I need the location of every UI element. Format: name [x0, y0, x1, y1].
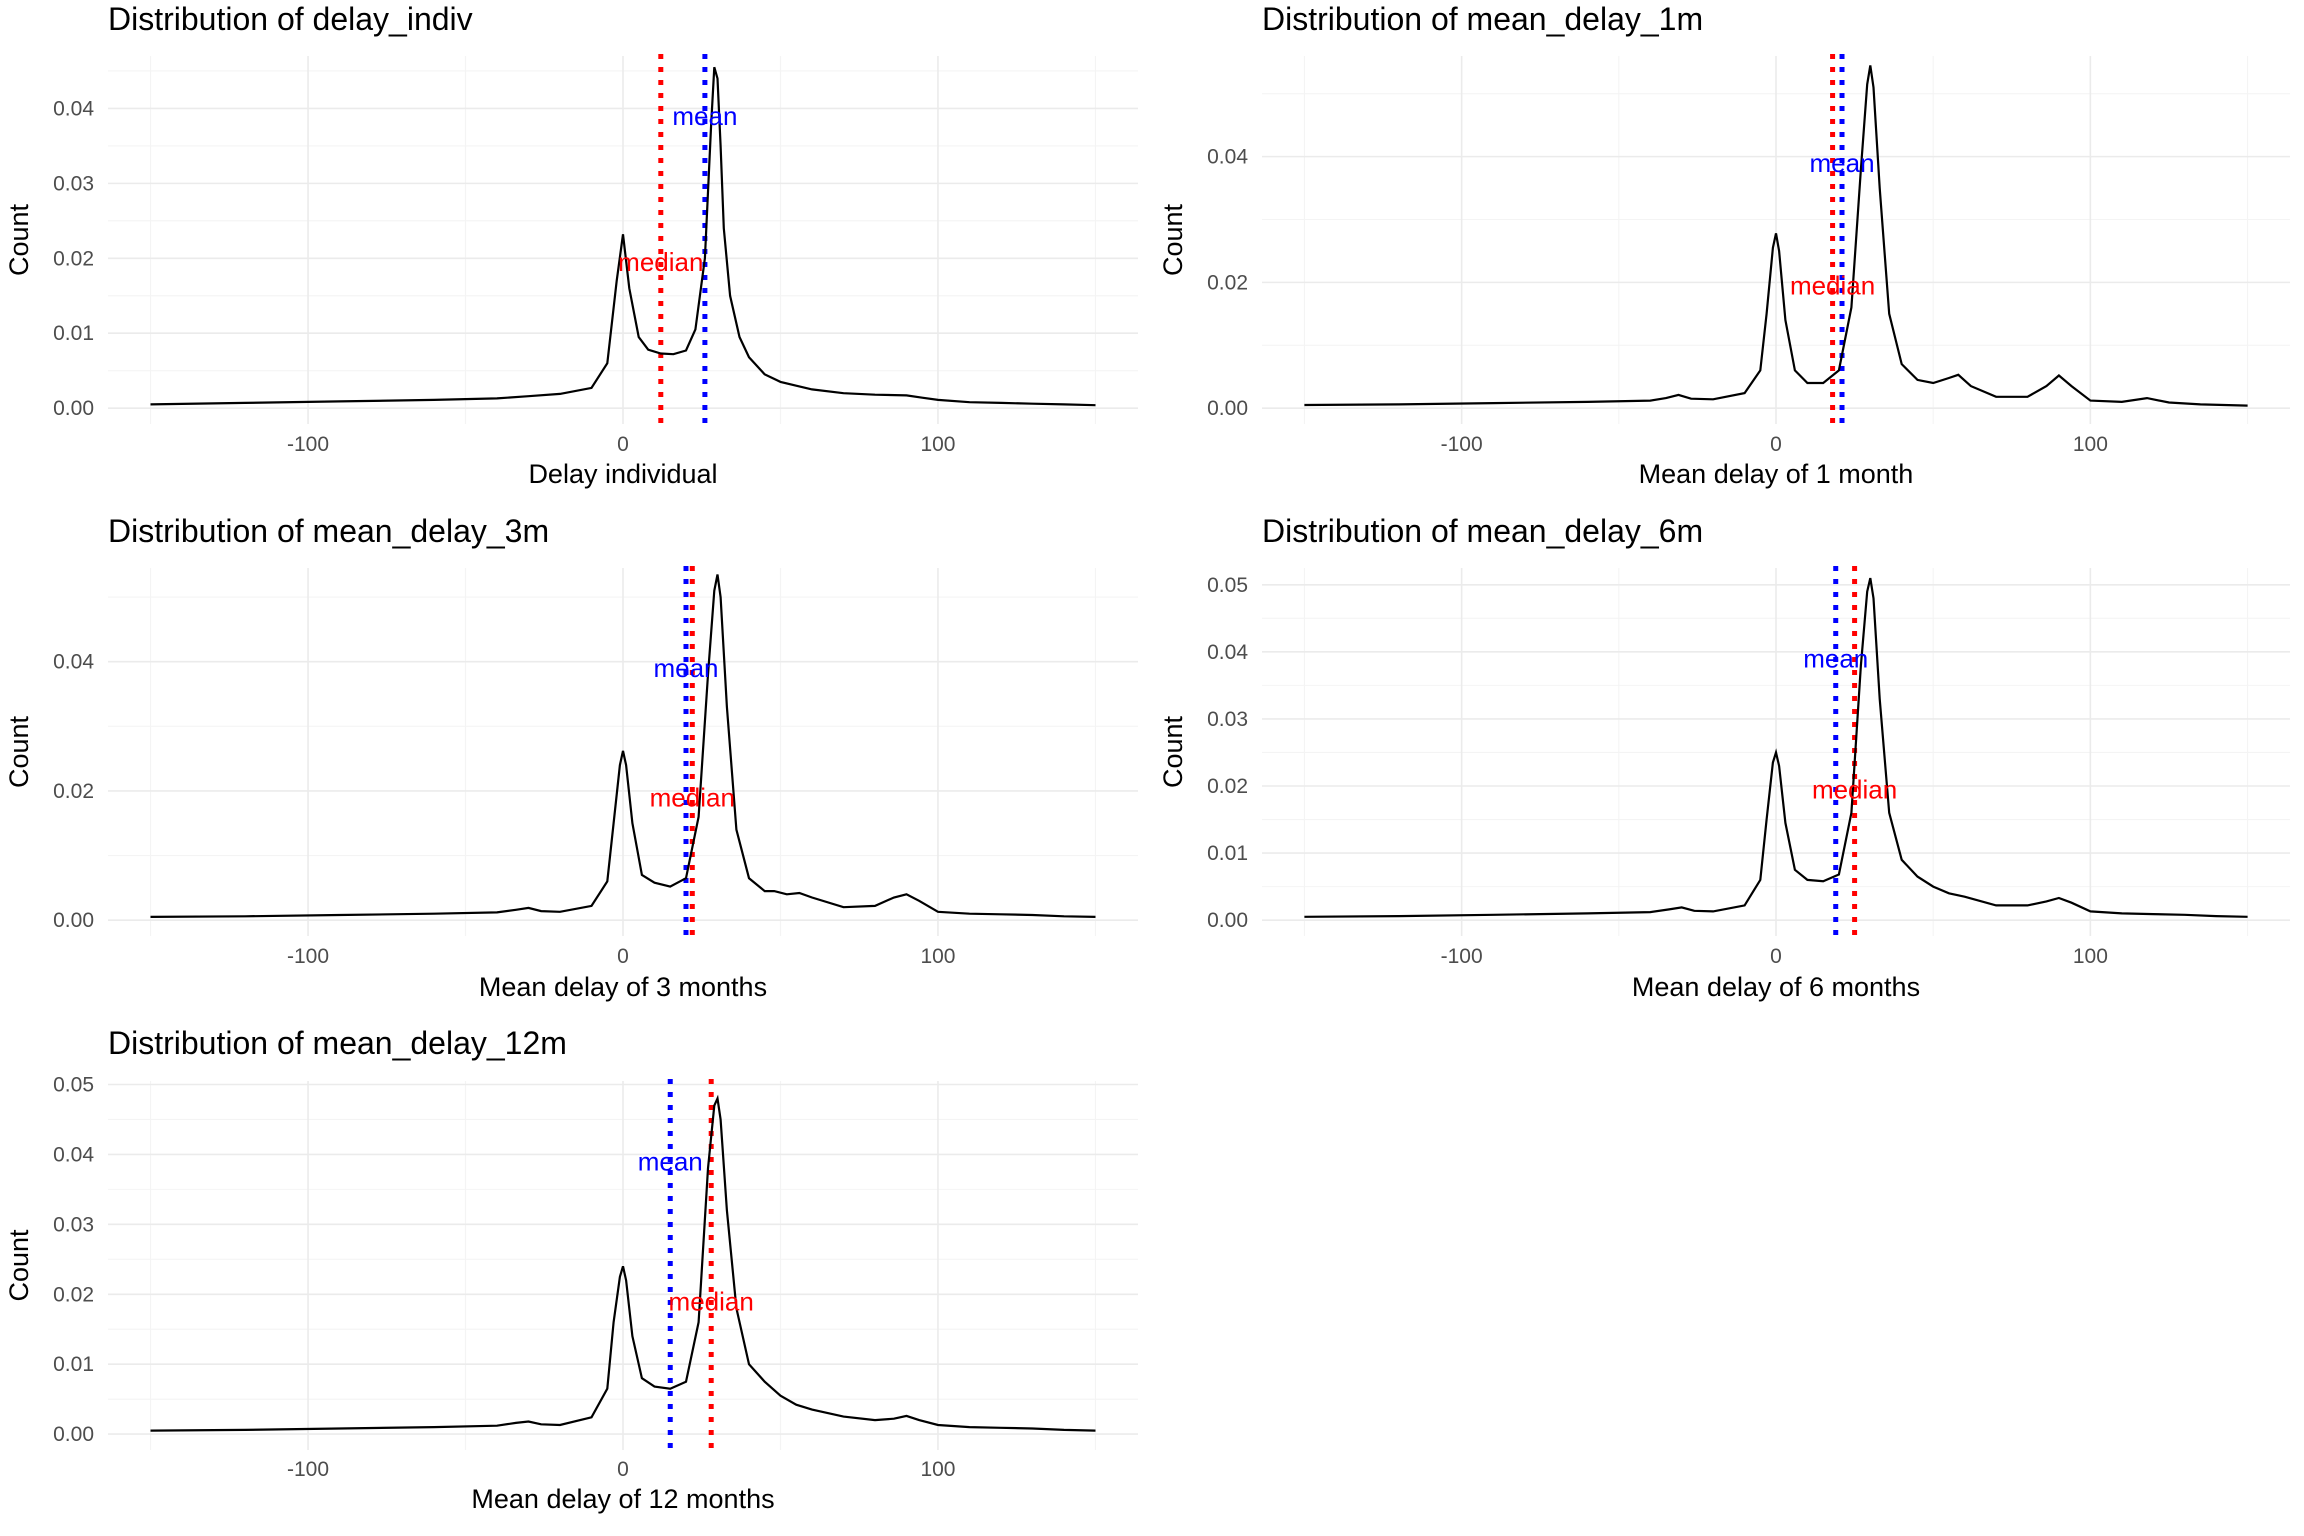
reference-label-median: median [618, 247, 703, 277]
y-tick-label: 0.04 [53, 1143, 94, 1166]
y-tick-label: 0.00 [53, 909, 94, 932]
y-tick-label: 0.03 [53, 1213, 94, 1236]
y-tick-label: 0.04 [1207, 146, 1248, 169]
x-tick-label: 0 [1770, 945, 1782, 968]
x-axis-title: Mean delay of 6 months [1632, 972, 1920, 1002]
y-axis-title: Count [4, 1229, 34, 1302]
y-tick-label: 0.04 [1207, 641, 1248, 664]
y-tick-label: 0.02 [1207, 775, 1248, 798]
density-curve [150, 1094, 1096, 1432]
y-axis-title: Count [1158, 203, 1188, 276]
x-tick-label: -100 [287, 945, 329, 968]
y-tick-label: 0.01 [53, 322, 94, 345]
y-tick-label: 0.01 [1207, 842, 1248, 865]
x-tick-label: 0 [617, 1458, 629, 1481]
y-tick-label: 0.00 [1207, 909, 1248, 932]
y-axis-title: Count [4, 203, 34, 276]
reference-label-median: median [1812, 774, 1897, 804]
panel-4: median mean Distribution of mean_delay_6m -… [1158, 513, 2290, 1002]
y-tick-label: 0.05 [53, 1073, 94, 1096]
density-curve [150, 66, 1096, 407]
y-tick-label: 0.04 [53, 651, 94, 674]
x-tick-label: 100 [920, 433, 955, 456]
y-tick-label: 0.03 [1207, 708, 1248, 731]
density-curve [1304, 577, 2248, 918]
x-tick-label: 100 [2073, 945, 2108, 968]
panel-1: median mean Distribution of delay_indiv -10… [4, 1, 1138, 489]
panel-5: median mean Distribution of mean_delay_12m… [4, 1025, 1138, 1514]
reference-label-median: median [650, 782, 735, 812]
y-tick-label: 0.00 [53, 1423, 94, 1446]
x-tick-label: -100 [1441, 945, 1483, 968]
density-curve [1304, 65, 2248, 407]
y-tick-label: 0.01 [53, 1353, 94, 1376]
y-tick-label: 0.00 [1207, 397, 1248, 420]
y-tick-label: 0.03 [53, 172, 94, 195]
y-tick-label: 0.02 [53, 1283, 94, 1306]
panel-title: Distribution of mean_delay_3m [108, 513, 549, 549]
x-tick-label: -100 [1441, 433, 1483, 456]
x-tick-label: 100 [920, 945, 955, 968]
panel-title: Distribution of delay_indiv [108, 1, 473, 37]
x-axis-title: Mean delay of 1 month [1639, 459, 1914, 489]
panel-title: Distribution of mean_delay_1m [1262, 1, 1703, 37]
y-axis-title: Count [4, 715, 34, 788]
panel-3: median mean Distribution of mean_delay_3m -… [4, 513, 1138, 1002]
x-tick-label: 0 [617, 945, 629, 968]
x-axis-title: Mean delay of 3 months [479, 972, 767, 1002]
y-tick-label: 0.04 [53, 97, 94, 120]
x-tick-label: 0 [617, 433, 629, 456]
x-axis-title: Mean delay of 12 months [471, 1484, 774, 1514]
x-tick-label: 0 [1770, 433, 1782, 456]
reference-label-mean: mean [672, 101, 737, 131]
y-tick-label: 0.05 [1207, 574, 1248, 597]
reference-label-median: median [669, 1286, 754, 1316]
x-tick-label: -100 [287, 1458, 329, 1481]
panel-title: Distribution of mean_delay_12m [108, 1025, 567, 1061]
y-axis-title: Count [1158, 715, 1188, 788]
y-tick-label: 0.02 [53, 247, 94, 270]
reference-label-mean: mean [1809, 148, 1874, 178]
reference-label-mean: mean [638, 1146, 703, 1176]
y-tick-label: 0.02 [53, 780, 94, 803]
y-tick-label: 0.00 [53, 397, 94, 420]
reference-label-mean: mean [1803, 644, 1868, 674]
x-tick-label: 100 [2073, 433, 2108, 456]
density-curve [150, 574, 1096, 918]
x-tick-label: -100 [287, 433, 329, 456]
panel-2: median mean Distribution of mean_delay_1m -… [1158, 1, 2290, 489]
panel-title: Distribution of mean_delay_6m [1262, 513, 1703, 549]
reference-label-mean: mean [653, 653, 718, 683]
reference-label-median: median [1790, 271, 1875, 301]
x-tick-label: 100 [920, 1458, 955, 1481]
x-axis-title: Delay individual [528, 459, 717, 489]
y-tick-label: 0.02 [1207, 271, 1248, 294]
